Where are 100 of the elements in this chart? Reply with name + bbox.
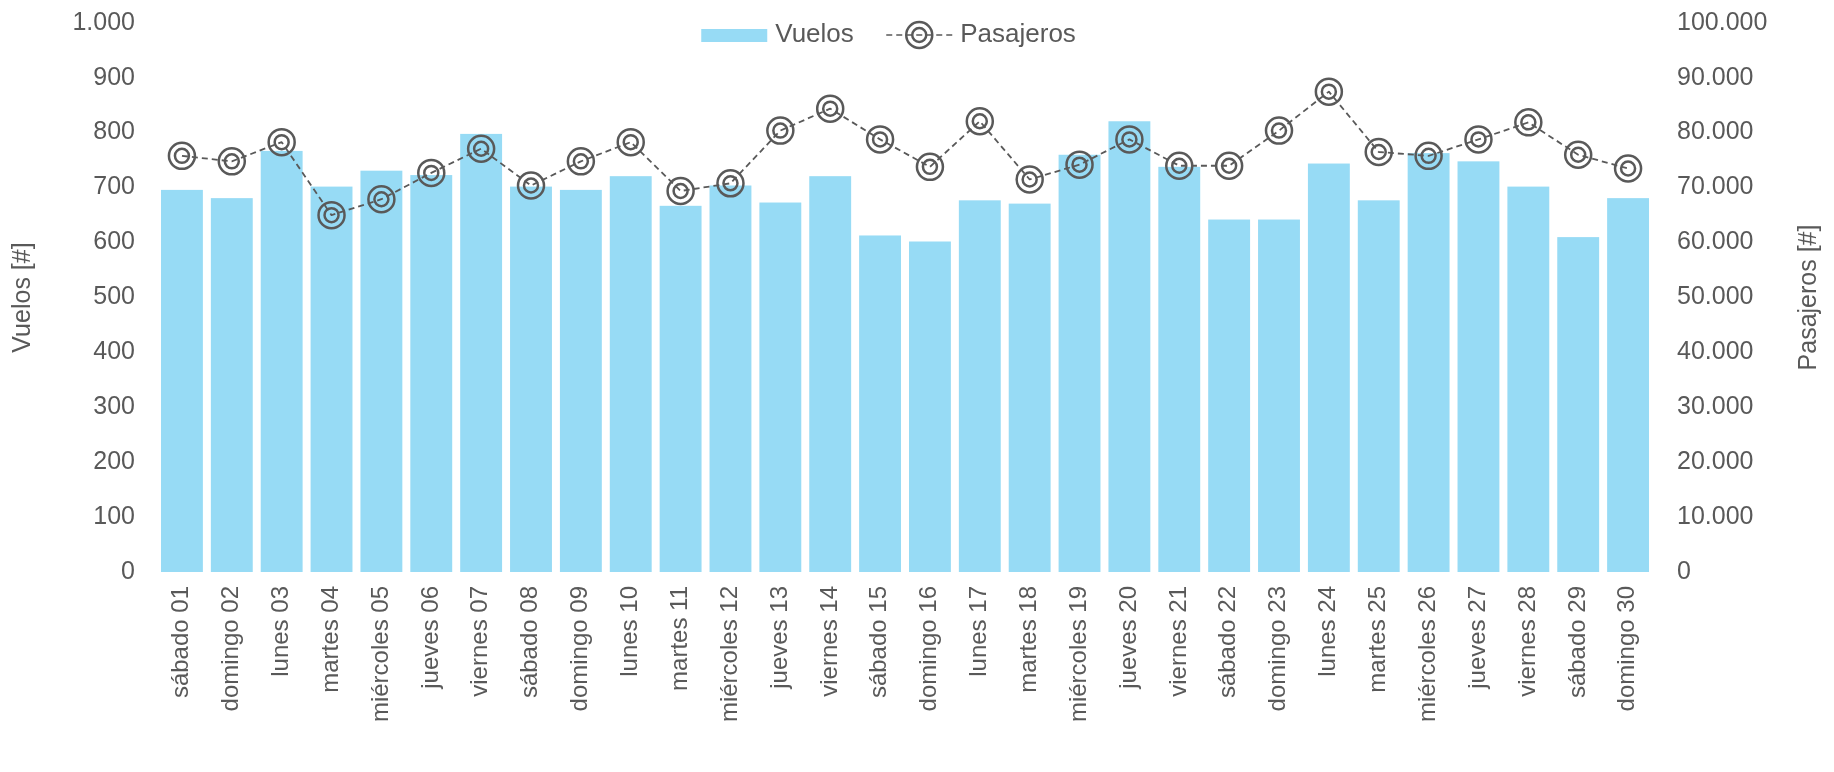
- bar: [1008, 203, 1051, 572]
- point: [1214, 151, 1244, 180]
- x-tick-label: domingo 02: [216, 586, 244, 712]
- bar: [1357, 200, 1400, 572]
- point: [666, 176, 695, 206]
- point: [267, 127, 296, 157]
- bar: [759, 202, 802, 572]
- x-tick-label: lunes 24: [1313, 586, 1341, 677]
- bar: [809, 176, 852, 572]
- point: [466, 134, 496, 163]
- bar: [908, 241, 951, 572]
- point: [965, 107, 995, 136]
- point: [317, 200, 346, 230]
- x-tick-label: sábado 15: [864, 586, 892, 699]
- y-axis-title: Vuelos [#]: [7, 242, 35, 353]
- point: [616, 127, 645, 157]
- bar: [559, 189, 602, 572]
- x-tick-label: domingo 16: [914, 586, 942, 712]
- x-tick-label: miércoles 12: [714, 586, 742, 723]
- x-tick-label: jueves 27: [1462, 586, 1490, 690]
- y-tick-label: 300: [93, 390, 135, 419]
- x-tick-label: jueves 20: [1113, 586, 1141, 690]
- x-tick-label: martes 18: [1014, 586, 1042, 693]
- point: [217, 147, 247, 176]
- point: [1264, 116, 1294, 145]
- x-tick-label: jueves 13: [764, 586, 792, 690]
- point: [1115, 125, 1144, 154]
- y-tick-label: 800: [93, 116, 135, 145]
- x-tick-label: lunes 03: [266, 586, 294, 677]
- x-tick-label: domingo 23: [1263, 586, 1291, 712]
- bar: [1457, 161, 1500, 572]
- bar: [260, 150, 303, 572]
- y2-tick-label: 20.000: [1677, 445, 1754, 474]
- x-tick-label: viernes 14: [814, 586, 842, 697]
- y2-tick-label: 0: [1677, 555, 1691, 584]
- x-tick-label: viernes 07: [465, 586, 493, 697]
- y-tick-label: 700: [93, 171, 135, 200]
- x-tick-label: jueves 06: [415, 586, 443, 690]
- point: [1015, 165, 1044, 194]
- y2-tick-label: 90.000: [1677, 61, 1754, 90]
- y-tick-label: 400: [93, 336, 135, 365]
- y-tick-label: 1.000: [72, 6, 135, 35]
- point: [367, 184, 396, 214]
- bar: [1407, 153, 1450, 572]
- bar: [1108, 121, 1151, 572]
- bar: [460, 133, 503, 572]
- bar: [1557, 237, 1600, 572]
- bar: [1208, 219, 1251, 572]
- bar: [1058, 154, 1101, 572]
- legend-label: Vuelos: [775, 17, 854, 48]
- y-tick-label: 500: [93, 281, 135, 310]
- point: [1414, 141, 1443, 171]
- bar: [859, 235, 902, 572]
- y2-tick-label: 100.000: [1677, 6, 1768, 35]
- x-tick-label: viernes 21: [1163, 586, 1191, 697]
- bar: [160, 189, 203, 572]
- x-tick-label: martes 11: [664, 586, 692, 691]
- bar: [1258, 219, 1300, 572]
- x-tick-label: sábado 08: [515, 586, 543, 699]
- x-tick-label: sábado 22: [1213, 586, 1241, 699]
- legend-label: Pasajeros: [960, 17, 1076, 48]
- point: [417, 158, 446, 188]
- point: [716, 169, 745, 198]
- bar: [360, 170, 403, 572]
- bar: [310, 186, 353, 572]
- point: [1065, 150, 1094, 179]
- y2-tick-label: 10.000: [1677, 500, 1754, 529]
- x-tick-label: viernes 28: [1512, 586, 1540, 697]
- y2-axis-title: Pasajeros [#]: [1793, 224, 1821, 371]
- point: [1364, 137, 1393, 167]
- point: [167, 141, 197, 171]
- bar: [1307, 163, 1350, 572]
- y2-tick-label: 80.000: [1677, 116, 1754, 145]
- x-tick-label: domingo 30: [1612, 586, 1640, 712]
- bar: [709, 185, 752, 572]
- y-tick-label: 200: [93, 445, 135, 474]
- x-tick-label: domingo 09: [565, 586, 593, 712]
- y2-tick-label: 30.000: [1677, 390, 1754, 419]
- bar: [210, 198, 253, 572]
- point: [1613, 154, 1643, 183]
- y2-tick-label: 40.000: [1677, 336, 1754, 365]
- bar: [659, 205, 702, 572]
- point: [766, 116, 795, 145]
- x-tick-label: sábado 29: [1562, 586, 1590, 699]
- y2-tick-label: 50.000: [1677, 281, 1754, 310]
- bar: [410, 175, 453, 572]
- x-tick-label: martes 25: [1363, 586, 1391, 693]
- point: [865, 125, 895, 154]
- point: [1165, 151, 1194, 180]
- x-tick-label: miércoles 26: [1412, 586, 1440, 723]
- y2-tick-label: 70.000: [1677, 171, 1754, 200]
- point: [815, 94, 845, 123]
- y-tick-label: 0: [121, 555, 135, 584]
- point: [1314, 77, 1344, 106]
- x-tick-label: miércoles 05: [365, 586, 393, 723]
- bar: [1507, 186, 1550, 572]
- point: [1514, 108, 1543, 137]
- y-tick-label: 100: [93, 500, 135, 529]
- point: [915, 152, 945, 182]
- point: [516, 171, 546, 200]
